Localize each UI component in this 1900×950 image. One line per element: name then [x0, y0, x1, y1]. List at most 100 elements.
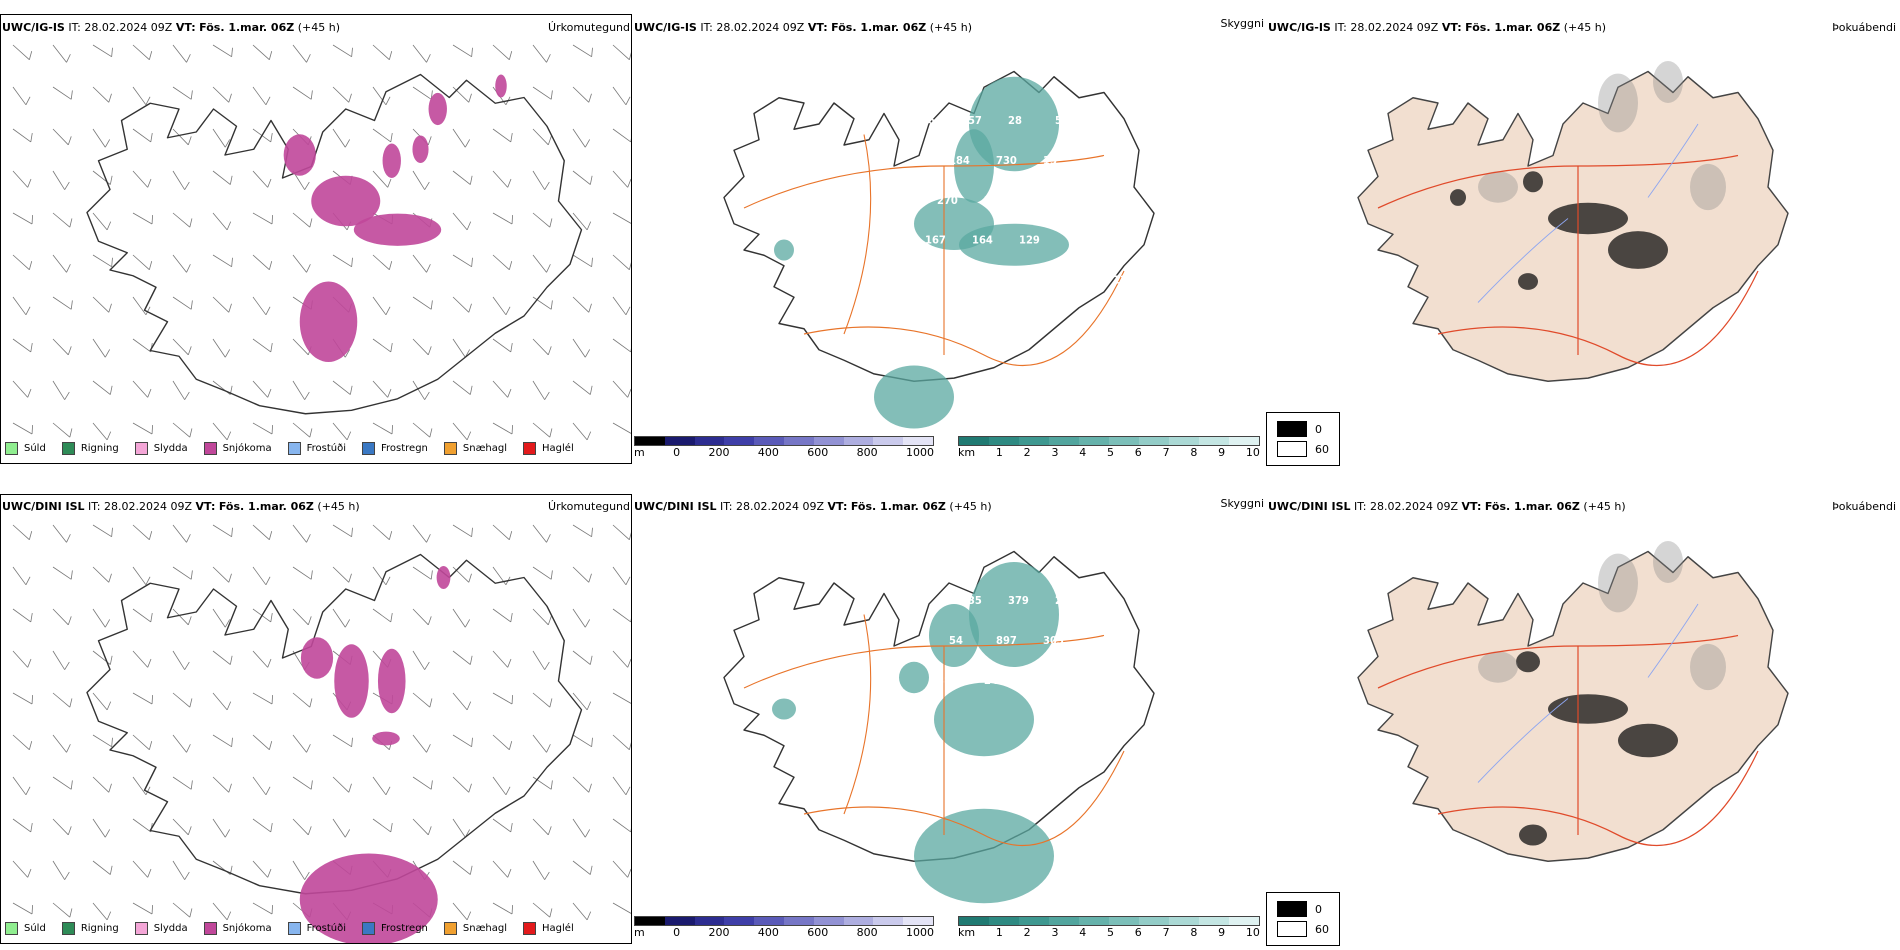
visibility-label: 270: [937, 195, 958, 207]
wind-barb: [332, 566, 352, 583]
wind-barb: [372, 818, 393, 833]
wind-barb: [212, 608, 231, 628]
wind-barb: [532, 338, 552, 356]
scale-unit: m: [634, 926, 645, 939]
precip-legend-item: Rigning: [61, 442, 119, 455]
wind-barb: [452, 254, 473, 267]
snow-area: [300, 637, 334, 679]
wind-barb: [52, 818, 72, 836]
fog-indicator-area: [1519, 824, 1547, 846]
visibility-scale-bottom: km 1 2 3 4 5 6 7 8 9 10: [958, 916, 1260, 939]
wind-barb: [52, 296, 73, 310]
snow-area: [412, 135, 429, 164]
precip-legend-item: Snæhagl: [443, 442, 508, 455]
wind-barb: [332, 524, 353, 537]
wind-barb: [132, 608, 153, 623]
scale-color-step: [1049, 917, 1079, 925]
wind-barb: [292, 86, 313, 100]
wind-barb: [612, 902, 631, 915]
legend-label: Slydda: [153, 443, 188, 454]
fog-legend-top: 0 60: [1266, 412, 1340, 466]
low-visibility-area: [899, 661, 929, 694]
fog-legend-swatch: [1277, 901, 1307, 917]
wind-barb: [452, 44, 473, 57]
wind-barb: [132, 692, 153, 705]
wind-barb: [452, 296, 472, 313]
fog-indicator-area: [1618, 723, 1678, 758]
scale-color-step: [1019, 437, 1049, 445]
island-outline: 266 257 28 596 321 184 730 15 30 270 208 14 14 167 164…: [723, 70, 1155, 429]
road-network: [1377, 154, 1759, 367]
wind-barb: [252, 692, 273, 705]
wind-barb: [492, 650, 512, 668]
wind-barb: [212, 422, 232, 441]
wind-barb: [92, 734, 113, 747]
legend-swatch: [203, 922, 217, 935]
low-visibility-area: [959, 223, 1069, 266]
wind-barb: [372, 566, 391, 586]
wind-barb: [372, 128, 393, 143]
snow-area: [372, 731, 400, 746]
fog-legend-item: 0: [1277, 901, 1329, 917]
wind-barb: [332, 776, 352, 793]
precip-legend-item: Snjókoma: [203, 442, 272, 455]
scale-color-step: [1229, 917, 1259, 925]
visibility-scale-bar: [958, 916, 1260, 926]
wind-barb: [612, 296, 631, 316]
wind-barb: [132, 524, 153, 541]
visibility-scale-bar: [958, 436, 1260, 446]
precip-legend-item: Súld: [5, 442, 46, 455]
row-header-bottom: UWC/DINI ISL IT: 28.02.2024 09Z VT: Fös.…: [2, 500, 360, 513]
legend-swatch: [287, 922, 301, 935]
wind-barb: [492, 776, 511, 796]
wind-barb: [332, 128, 351, 148]
wind-barb: [572, 692, 592, 711]
panel-title-precip-bottom: Úrkomutegund: [548, 500, 630, 513]
wind-barb: [212, 296, 232, 313]
panel-title-visibility-bottom: Skyggni: [1220, 497, 1264, 510]
low-visibility-area: [772, 698, 796, 720]
scale-tick-label: 4: [1079, 926, 1087, 939]
fog-indicator-area: [1548, 202, 1628, 235]
elevation-scale-labels: m 0 200 400 600 800 1000: [634, 926, 934, 939]
visibility-scale-labels: km 1 2 3 4 5 6 7 8 9 10: [958, 926, 1260, 939]
scale-color-step: [1079, 437, 1109, 445]
wind-barb: [492, 608, 513, 623]
wind-barb: [612, 380, 631, 398]
wind-barb: [292, 524, 311, 543]
scale-color-step: [1049, 437, 1079, 445]
fog-legend-item: 60: [1277, 441, 1329, 457]
wind-barb: [212, 338, 231, 358]
wind-barb: [372, 338, 393, 353]
wind-barb: [412, 338, 432, 356]
wind-barb: [132, 86, 151, 106]
visibility-label: 730: [996, 155, 1017, 167]
wind-barb: [452, 650, 473, 665]
legend-label: Snæhagl: [462, 443, 508, 454]
scale-color-step: [813, 917, 844, 925]
wind-barb: [612, 818, 631, 833]
scale-color-step: [724, 437, 755, 445]
scale-color-step: [724, 917, 755, 925]
wind-barb: [172, 86, 193, 100]
scale-color-step: [1229, 437, 1259, 445]
wind-barb: [252, 650, 272, 668]
wind-barb: [412, 44, 431, 63]
scale-color-step: [754, 437, 784, 445]
wind-barb: [12, 422, 33, 435]
wind-barb: [452, 86, 472, 103]
low-visibility-area: [774, 239, 794, 261]
wind-barb: [52, 422, 73, 438]
precip-legend-item: Snjókoma: [203, 922, 272, 935]
visibility-label: 305: [1043, 635, 1064, 647]
fog-legend-label: 0: [1315, 902, 1322, 916]
wind-barb: [132, 650, 152, 668]
wind-barb: [372, 608, 393, 623]
precip-legend-top: Súld Rigning Slydda Snjókoma Frostúði Frostre…: [5, 442, 590, 455]
precip-legend-item: Frostúði: [287, 922, 346, 935]
wind-barb: [252, 86, 271, 106]
wind-barb: [172, 212, 193, 228]
visibility-label: 167: [925, 234, 946, 246]
visibility-label: 2: [1078, 714, 1085, 726]
wind-barbs: [12, 524, 631, 921]
